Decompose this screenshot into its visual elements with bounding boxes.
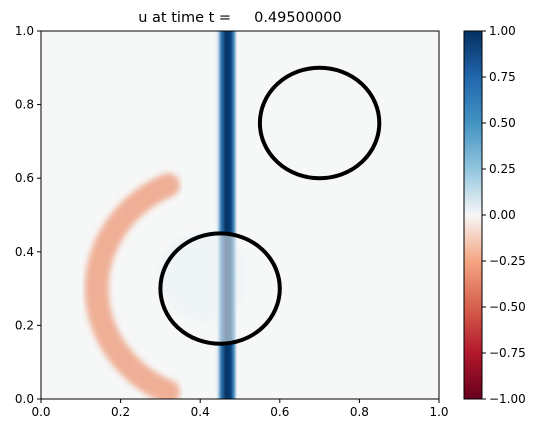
y-tick-label: 0.6 bbox=[15, 171, 34, 185]
colorbar-gradient bbox=[463, 30, 483, 400]
y-tick-label: 0.2 bbox=[15, 318, 34, 332]
x-tick-label: 0.6 bbox=[270, 405, 289, 419]
plot-area bbox=[41, 31, 439, 399]
y-axis: 0.0 0.2 0.4 0.6 0.8 1.0 bbox=[15, 24, 41, 406]
y-tick-label: 0.4 bbox=[15, 245, 34, 259]
y-tick-label: 0.8 bbox=[15, 98, 34, 112]
obstacle-circle-2 bbox=[257, 65, 382, 181]
y-tick-label: 0.0 bbox=[15, 392, 34, 406]
chart-title: u at time t = 0.49500000 bbox=[138, 10, 341, 26]
colorbar-tick-label: −0.75 bbox=[489, 346, 526, 360]
x-tick-label: 0.8 bbox=[350, 405, 369, 419]
obstacle-circle-1 bbox=[158, 231, 282, 346]
colorbar-tick-label: 0.50 bbox=[489, 116, 516, 130]
x-tick-label: 1.0 bbox=[429, 405, 448, 419]
x-tick-label: 0.0 bbox=[31, 405, 50, 419]
colorbar-tick-label: 0.25 bbox=[489, 162, 516, 176]
colorbar-tick-label: −1.00 bbox=[489, 392, 526, 406]
y-tick-label: 1.0 bbox=[15, 24, 34, 38]
colorbar-tick-label: −0.25 bbox=[489, 254, 526, 268]
colorbar-tick-label: 0.00 bbox=[489, 208, 516, 222]
colorbar-tick-label: −0.50 bbox=[489, 300, 526, 314]
x-tick-label: 0.2 bbox=[111, 405, 130, 419]
colorbar: 1.00 0.75 0.50 0.25 0.00 −0.25 −0.50 −0.75 −1.00 bbox=[463, 24, 526, 406]
x-axis: 0.0 0.2 0.4 0.6 0.8 1.0 bbox=[31, 399, 449, 419]
x-tick-label: 0.4 bbox=[191, 405, 210, 419]
plot-frame bbox=[40, 30, 440, 400]
colorbar-tick-label: 1.00 bbox=[489, 24, 516, 38]
colorbar-tick-label: 0.75 bbox=[489, 70, 516, 84]
negative-wave-arc bbox=[84, 173, 180, 399]
